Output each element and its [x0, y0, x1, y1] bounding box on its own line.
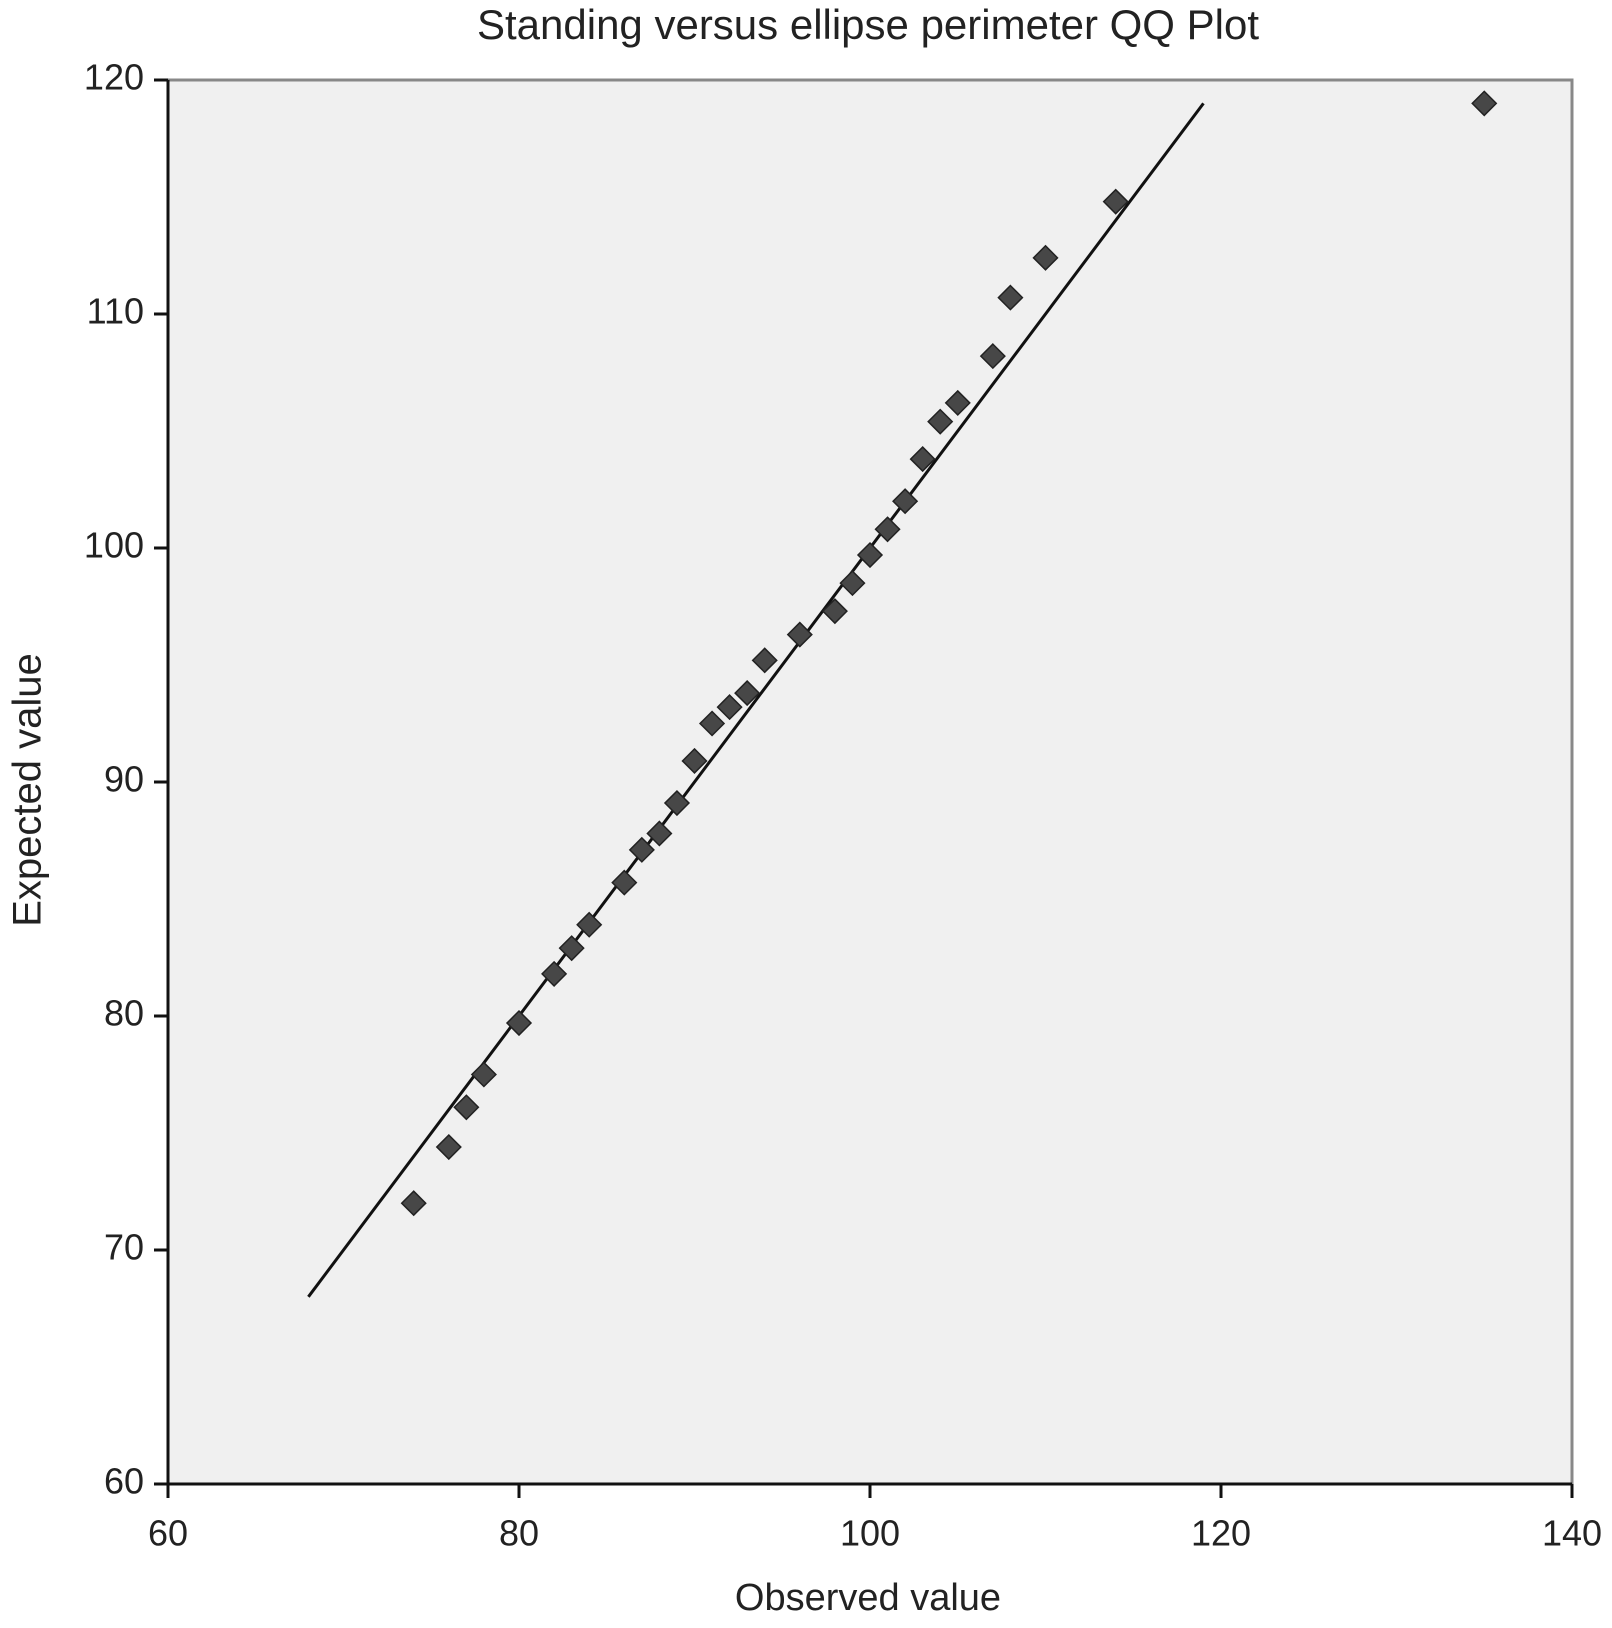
y-tick-label: 60 — [104, 1461, 144, 1502]
data-point — [997, 284, 1024, 311]
data-point — [909, 446, 936, 473]
data-point — [681, 747, 708, 775]
y-tick-label: 120 — [84, 57, 144, 98]
data-point — [470, 1061, 497, 1088]
data-point — [927, 408, 954, 435]
data-point — [856, 541, 884, 569]
x-tick-label: 120 — [1191, 1513, 1251, 1554]
data-point — [505, 1009, 533, 1037]
data-point — [400, 1190, 427, 1217]
data-point — [1471, 90, 1498, 117]
data-point — [874, 516, 901, 543]
y-tick-label: 100 — [84, 525, 144, 566]
y-tick-label: 90 — [104, 759, 144, 800]
data-point — [611, 869, 638, 896]
data-point — [944, 389, 971, 416]
data-point — [734, 680, 761, 707]
x-tick-label: 100 — [840, 1513, 900, 1554]
x-tick-label: 60 — [148, 1513, 188, 1554]
data-point — [453, 1094, 480, 1121]
data-point — [435, 1133, 462, 1161]
data-point — [1032, 244, 1059, 271]
data-point — [541, 960, 568, 987]
x-tick-label: 140 — [1542, 1513, 1602, 1554]
y-tick-label: 70 — [104, 1227, 144, 1268]
data-point — [979, 343, 1006, 370]
data-point — [786, 621, 813, 648]
y-tick-label: 110 — [87, 291, 144, 332]
reference-line — [307, 102, 1205, 1298]
data-point — [751, 647, 778, 674]
x-axis-label: Observed value — [735, 1577, 1001, 1619]
data-point — [663, 789, 691, 817]
y-axis-label: Expected value — [6, 653, 50, 927]
data-point — [628, 836, 655, 863]
data-point — [1102, 188, 1129, 215]
data-point — [558, 935, 585, 962]
data-point — [576, 911, 603, 938]
plot-area — [166, 78, 1574, 1486]
data-point — [839, 570, 866, 597]
data-point — [716, 694, 743, 721]
y-tick-label: 80 — [104, 993, 144, 1034]
data-point — [892, 488, 919, 515]
data-point — [698, 710, 726, 737]
chart-title: Standing versus ellipse perimeter QQ Plo… — [477, 1, 1259, 48]
data-point — [646, 820, 673, 847]
x-tick-label: 80 — [499, 1513, 539, 1554]
data-point — [821, 598, 848, 625]
